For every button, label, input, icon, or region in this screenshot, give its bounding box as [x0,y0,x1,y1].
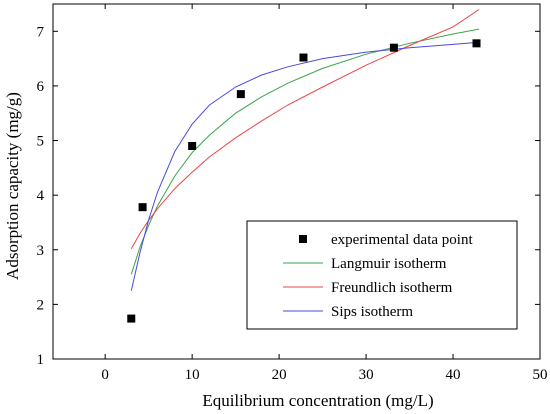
y-tick-label: 2 [37,297,45,313]
x-tick-label: 40 [446,367,461,383]
y-tick-label: 4 [37,188,45,204]
y-tick-label: 6 [37,79,45,95]
y-tick-label: 3 [37,243,45,259]
data-point [389,43,398,52]
y-tick-label: 5 [37,134,45,150]
data-point [236,90,245,99]
data-point [188,142,197,150]
legend-point-marker [299,235,307,243]
data-point [299,53,308,62]
legend-label: Freundlich isotherm [331,280,453,296]
x-tick-label: 0 [101,367,109,383]
x-tick-label: 20 [272,367,287,383]
y-tick-label: 1 [37,352,45,368]
legend-label: experimental data point [331,232,473,248]
series-line-1 [130,9,480,249]
x-axis-title: Equilibrium concentration (mg/L) [202,391,433,410]
x-tick-label: 30 [359,367,374,383]
data-point [127,314,136,323]
x-tick-label: 10 [185,367,200,383]
x-tick-label: 50 [533,367,548,383]
data-point [472,39,481,48]
data-point [138,203,147,212]
legend-label: Sips isotherm [331,304,413,320]
y-axis-title: Adsorption capacity (mg/g) [3,92,22,280]
y-tick-label: 7 [37,24,45,40]
plot-area-frame [52,3,541,360]
legend-label: Langmuir isotherm [331,256,447,272]
